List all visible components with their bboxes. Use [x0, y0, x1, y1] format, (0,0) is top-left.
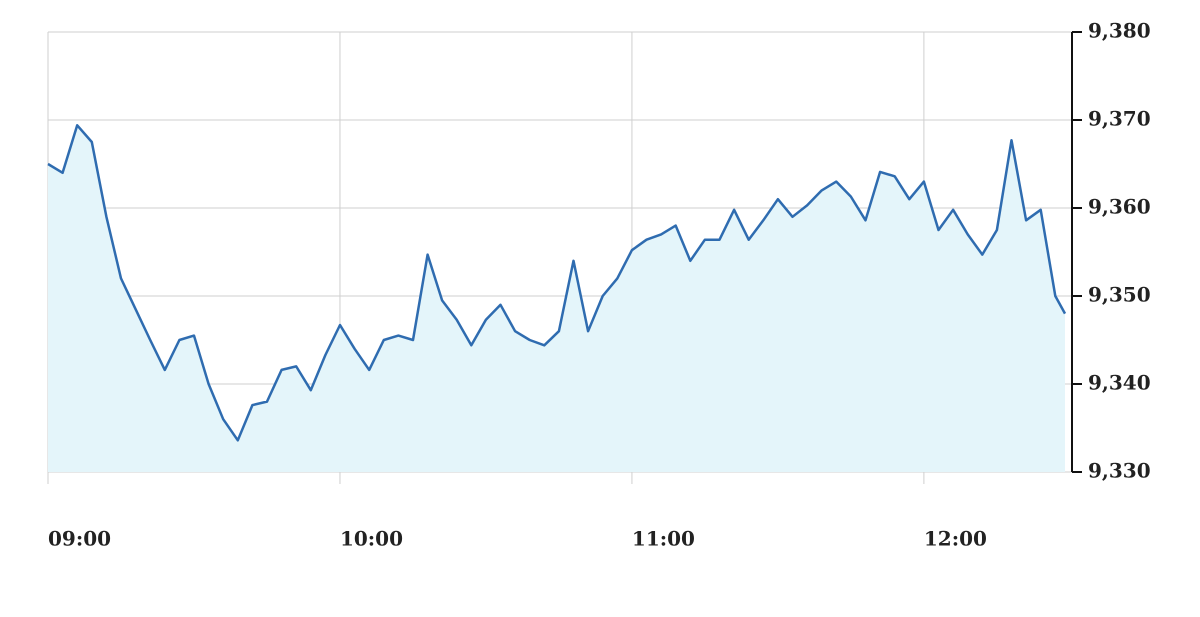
y-tick-label: 9,360	[1088, 195, 1151, 219]
x-tick-label: 10:00	[340, 527, 403, 551]
x-tick-label: 12:00	[924, 527, 987, 551]
area-fill	[48, 125, 1065, 473]
y-tick-label: 9,380	[1088, 19, 1151, 43]
y-tick-label: 9,350	[1088, 283, 1151, 307]
x-tick-label: 09:00	[48, 527, 111, 551]
y-tick-label: 9,370	[1088, 107, 1151, 131]
y-tick-label: 9,330	[1088, 459, 1151, 483]
x-tick-label: 11:00	[632, 527, 695, 551]
price-line	[47, 124, 1067, 442]
y-tick-label: 9,340	[1088, 371, 1151, 395]
